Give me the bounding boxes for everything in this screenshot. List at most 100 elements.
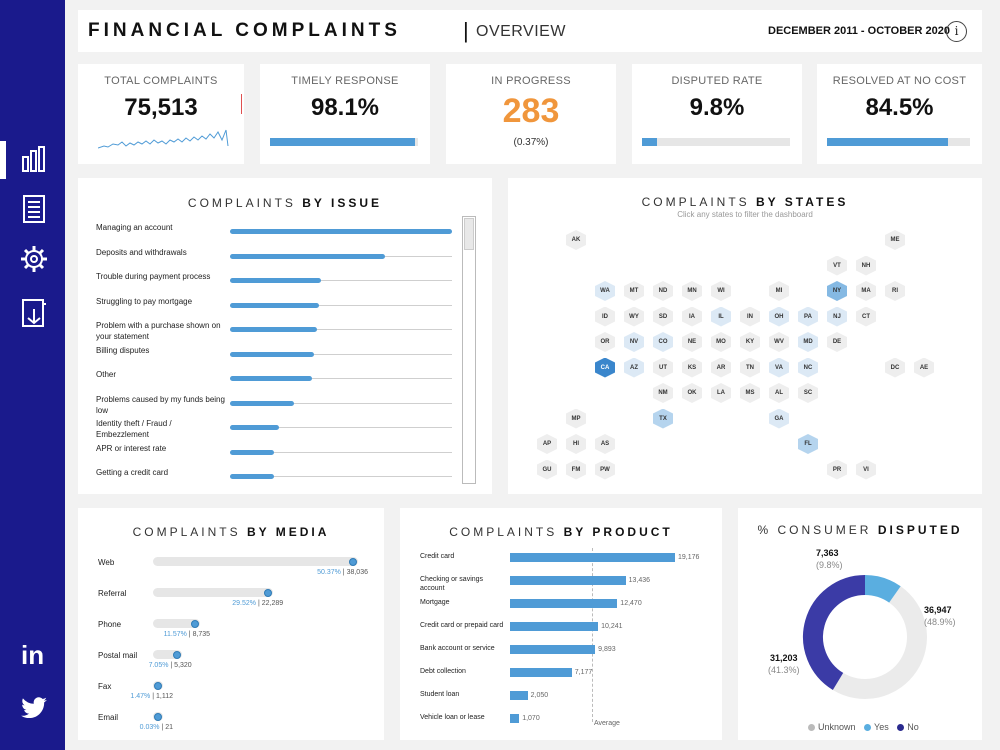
state-hex-ap[interactable]: AP bbox=[537, 434, 557, 454]
state-hex-nj[interactable]: NJ bbox=[827, 306, 847, 327]
twitter-icon[interactable] bbox=[20, 694, 48, 722]
state-hex-fm[interactable]: FM bbox=[566, 459, 586, 480]
donut-slice-yes[interactable] bbox=[864, 575, 901, 603]
state-hex-pw[interactable]: PW bbox=[595, 459, 615, 480]
media-dot[interactable] bbox=[349, 558, 357, 566]
state-hex-dc[interactable]: DC bbox=[885, 357, 905, 378]
media-dot[interactable] bbox=[154, 682, 162, 690]
product-bar[interactable] bbox=[510, 622, 599, 631]
state-hex-ks[interactable]: KS bbox=[682, 357, 702, 378]
state-hex-mi[interactable]: MI bbox=[769, 281, 789, 301]
document-icon[interactable] bbox=[18, 193, 50, 225]
state-hex-hi[interactable]: HI bbox=[566, 434, 586, 454]
media-dot[interactable] bbox=[172, 651, 181, 659]
media-dot[interactable] bbox=[191, 620, 200, 628]
state-hex-md[interactable]: MD bbox=[798, 332, 818, 352]
state-hex-ar[interactable]: AR bbox=[711, 357, 731, 378]
state-hex-fl[interactable]: FL bbox=[798, 434, 818, 454]
issue-bar[interactable] bbox=[230, 400, 295, 406]
product-bar[interactable] bbox=[510, 599, 618, 608]
state-hex-id[interactable]: ID bbox=[595, 306, 615, 327]
product-bar[interactable] bbox=[510, 668, 572, 677]
state-hex-vi[interactable]: VI bbox=[856, 459, 876, 480]
state-hex-ne[interactable]: NE bbox=[682, 332, 702, 352]
donut-slice-no[interactable] bbox=[803, 575, 866, 691]
gear-icon[interactable] bbox=[18, 243, 50, 275]
media-dot[interactable] bbox=[154, 713, 162, 721]
scrollbar-thumb[interactable] bbox=[464, 218, 474, 250]
state-hex-ct[interactable]: CT bbox=[856, 306, 876, 327]
issue-bar[interactable] bbox=[230, 376, 313, 381]
state-hex-wi[interactable]: WI bbox=[711, 281, 731, 301]
scrollbar[interactable] bbox=[462, 216, 476, 484]
legend-unknown[interactable]: Unknown bbox=[818, 722, 856, 732]
state-hex-oh[interactable]: OH bbox=[769, 306, 789, 327]
product-bar[interactable] bbox=[510, 576, 626, 585]
state-hex-ma[interactable]: MA bbox=[856, 281, 876, 301]
state-hex-tx[interactable]: TX bbox=[653, 408, 673, 429]
issue-bar[interactable] bbox=[230, 253, 386, 259]
book-icon[interactable] bbox=[18, 297, 50, 329]
state-hex-va[interactable]: VA bbox=[769, 357, 789, 378]
state-hex-me[interactable]: ME bbox=[885, 230, 905, 250]
state-hex-la[interactable]: LA bbox=[711, 383, 731, 403]
state-hex-sd[interactable]: SD bbox=[653, 306, 673, 327]
state-hex-al[interactable]: AL bbox=[769, 383, 789, 403]
legend-yes[interactable]: Yes bbox=[874, 722, 889, 732]
state-hex-nv[interactable]: NV bbox=[624, 332, 644, 352]
product-bar[interactable] bbox=[510, 691, 528, 700]
info-button[interactable]: i bbox=[946, 21, 967, 42]
state-hex-sc[interactable]: SC bbox=[798, 383, 818, 403]
legend-no[interactable]: No bbox=[907, 722, 919, 732]
state-hex-de[interactable]: DE bbox=[827, 332, 847, 352]
state-hex-az[interactable]: AZ bbox=[624, 357, 644, 378]
state-hex-il[interactable]: IL bbox=[711, 306, 731, 327]
state-hex-mn[interactable]: MN bbox=[682, 281, 702, 301]
product-bar[interactable] bbox=[510, 553, 675, 562]
bar-chart-icon[interactable] bbox=[18, 143, 50, 175]
state-hex-ak[interactable]: AK bbox=[566, 230, 586, 250]
donut-chart[interactable] bbox=[790, 562, 940, 712]
state-hex-ut[interactable]: UT bbox=[653, 357, 673, 378]
state-hex-nm[interactable]: NM bbox=[653, 383, 673, 403]
issue-bar[interactable] bbox=[230, 229, 452, 234]
state-hex-wv[interactable]: WV bbox=[769, 332, 789, 352]
linkedin-icon[interactable]: in bbox=[21, 640, 45, 670]
state-hex-ny[interactable]: NY bbox=[827, 281, 847, 301]
state-hex-mp[interactable]: MP bbox=[566, 408, 586, 429]
issue-bar[interactable] bbox=[230, 302, 319, 308]
state-hex-ca[interactable]: CA bbox=[595, 357, 615, 378]
state-hex-nh[interactable]: NH bbox=[856, 255, 876, 276]
state-hex-ok[interactable]: OK bbox=[682, 383, 702, 403]
state-hex-mo[interactable]: MO bbox=[711, 332, 731, 352]
donut-slice-unknown[interactable] bbox=[832, 586, 927, 699]
state-hex-ia[interactable]: IA bbox=[682, 306, 702, 327]
media-dot[interactable] bbox=[264, 589, 273, 597]
state-hex-as[interactable]: AS bbox=[595, 434, 615, 454]
state-hex-vt[interactable]: VT bbox=[827, 255, 847, 276]
issue-bar[interactable] bbox=[230, 449, 275, 455]
product-bar[interactable] bbox=[510, 714, 520, 723]
issue-bar[interactable] bbox=[230, 351, 315, 357]
state-hex-pa[interactable]: PA bbox=[798, 306, 818, 327]
issue-bar[interactable] bbox=[230, 425, 279, 430]
state-hex-in[interactable]: IN bbox=[740, 306, 760, 327]
issue-bar[interactable] bbox=[230, 278, 322, 283]
state-hex-ri[interactable]: RI bbox=[885, 281, 905, 301]
state-hex-ms[interactable]: MS bbox=[740, 383, 760, 403]
state-hex-wa[interactable]: WA bbox=[595, 281, 615, 301]
state-hex-or[interactable]: OR bbox=[595, 332, 615, 352]
product-bar[interactable] bbox=[510, 645, 596, 654]
state-hex-nc[interactable]: NC bbox=[798, 357, 818, 378]
state-hex-co[interactable]: CO bbox=[653, 332, 673, 352]
issue-bar[interactable] bbox=[230, 327, 317, 332]
state-hex-tn[interactable]: TN bbox=[740, 357, 760, 378]
issue-bar[interactable] bbox=[230, 474, 275, 479]
state-hex-ga[interactable]: GA bbox=[769, 408, 789, 429]
state-hex-nd[interactable]: ND bbox=[653, 281, 673, 301]
state-hex-ae[interactable]: AE bbox=[914, 357, 934, 378]
state-hex-gu[interactable]: GU bbox=[537, 459, 557, 480]
state-hex-pr[interactable]: PR bbox=[827, 459, 847, 480]
state-hex-mt[interactable]: MT bbox=[624, 281, 644, 301]
state-hex-ky[interactable]: KY bbox=[740, 332, 760, 352]
